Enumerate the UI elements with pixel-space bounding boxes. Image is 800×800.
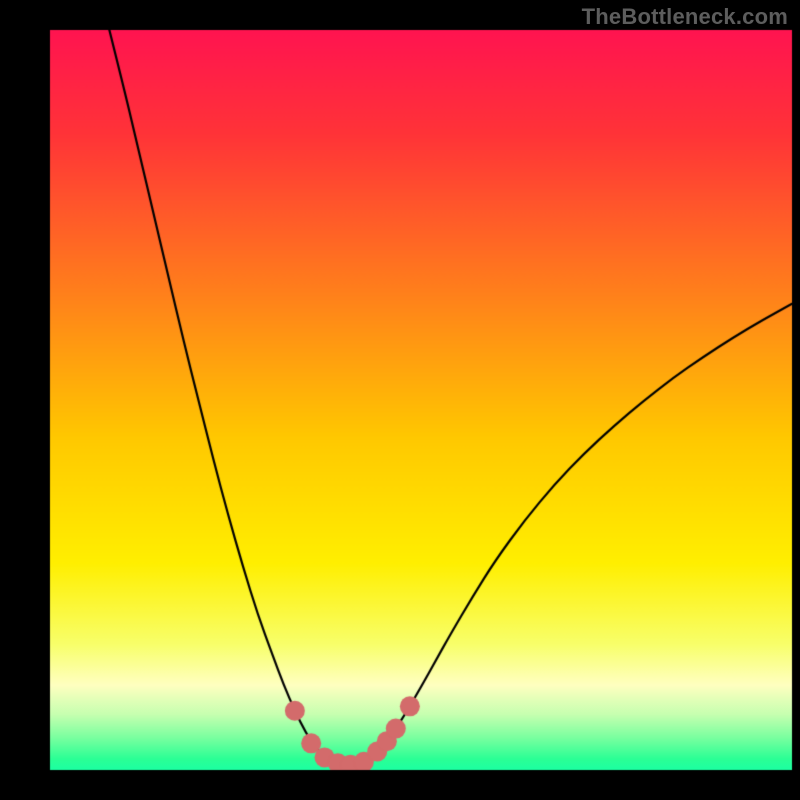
watermark-label: TheBottleneck.com	[582, 4, 788, 30]
bottleneck-curve-chart	[0, 0, 800, 800]
stage: TheBottleneck.com	[0, 0, 800, 800]
